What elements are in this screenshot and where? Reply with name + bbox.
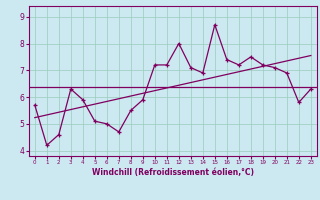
X-axis label: Windchill (Refroidissement éolien,°C): Windchill (Refroidissement éolien,°C) — [92, 168, 254, 177]
